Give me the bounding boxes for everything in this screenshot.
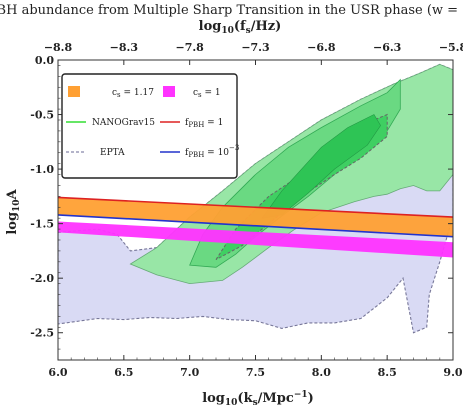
legend-label-nanograv: NANOGrav15 <box>92 118 155 128</box>
legend-label-fpbh-1: fPBH = 1 <box>185 118 223 129</box>
plot-area <box>58 60 453 360</box>
legend-label-cs-1: cs = 1 <box>193 88 221 99</box>
legend-swatch-cs-1 <box>163 86 175 97</box>
left-axis: 0.0 -0.5 -1.0 -1.5 -2.0 -2.5 <box>30 54 453 361</box>
legend-label-cs-1-17: cs = 1.17 <box>112 88 154 99</box>
fpbh-1-line <box>58 196 453 218</box>
top-tick-label-2: −7.8 <box>175 41 204 54</box>
y-axis-label: log10A <box>5 188 22 234</box>
top-axis: −8.8 −8.3 −7.8 −7.3 −6.8 −6.3 −5.8 <box>44 41 463 65</box>
nanograv-region-core <box>261 114 381 219</box>
x-tick-label-4: 8.0 <box>312 366 331 379</box>
legend-box <box>61 73 238 179</box>
top-tick-label-3: −7.3 <box>241 41 269 54</box>
legend-swatch-cs-1-17 <box>68 86 80 97</box>
y-tick-label-3: -1.5 <box>30 218 54 231</box>
x-tick-label-5: 8.5 <box>378 366 397 379</box>
x-tick-label-1: 6.5 <box>114 366 133 379</box>
legend-label-epta: EPTA <box>100 148 125 158</box>
top-tick-label-5: −6.3 <box>373 41 401 54</box>
top-tick-label-1: −8.3 <box>110 41 138 54</box>
fpbh-1e-3-line <box>58 214 453 238</box>
chart-title: PBH abundance from Multiple Sharp Transi… <box>0 3 463 18</box>
y-tick-label-0: 0.0 <box>35 54 54 67</box>
top-tick-label-6: −5.8 <box>439 41 463 54</box>
bottom-axis: 6.0 6.5 7.0 7.5 8.0 8.5 9.0 <box>48 355 463 379</box>
top-axis-label: log10(fs/Hz) <box>199 19 282 36</box>
cs-1-17-band <box>58 197 453 237</box>
y-tick-label-1: -0.5 <box>30 109 54 122</box>
y-tick-label-2: -1.0 <box>30 163 54 176</box>
x-tick-label-0: 6.0 <box>48 366 67 379</box>
top-tick-label-4: −6.8 <box>307 41 336 54</box>
x-tick-label-2: 7.0 <box>180 366 199 379</box>
x-axis-label: log10(ks/Mpc−1) <box>202 390 314 408</box>
cs-1-band <box>58 221 453 258</box>
legend: cs = 1.17 cs = 1 NANOGrav15 fPBH = 1 EPT… <box>61 73 239 179</box>
x-tick-label-6: 9.0 <box>443 366 462 379</box>
y-tick-label-5: -2.5 <box>30 327 54 340</box>
top-tick-label-0: −8.8 <box>44 41 73 54</box>
x-tick-label-3: 7.5 <box>246 366 265 379</box>
y-tick-label-4: -2.0 <box>30 272 54 285</box>
